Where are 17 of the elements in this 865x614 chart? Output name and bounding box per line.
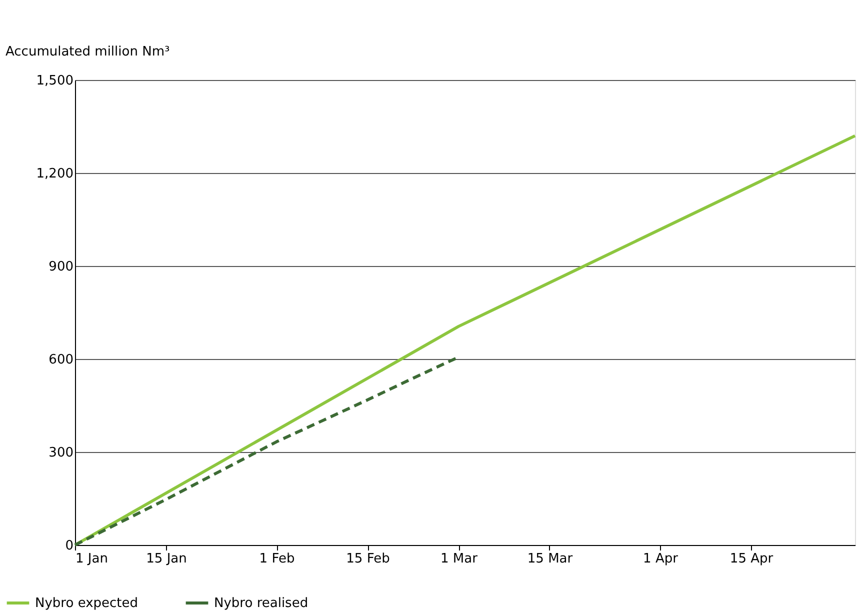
x-tick-label: 15 Jan [146, 552, 187, 566]
x-tick-label: 1 Feb [259, 552, 295, 566]
x-tick-label: 1 Mar [440, 552, 478, 566]
y-tick-label: 300 [48, 446, 74, 460]
y-tick-label: 600 [48, 352, 74, 368]
x-tick-label: 15 Feb [346, 552, 390, 566]
x-tick-label: 15 Mar [527, 552, 574, 566]
y-tick-label: 900 [48, 260, 74, 274]
x-tick-label: 1 Apr [643, 552, 679, 566]
legend-label: Nybro expected [35, 596, 138, 611]
y-axis-title: Accumulated million Nm³ [6, 44, 170, 60]
legend-label: Nybro realised [214, 596, 308, 611]
x-tick-label: 15 Apr [730, 552, 774, 566]
y-tick-label: 0 [65, 538, 74, 554]
y-tick-label: 1,500 [36, 74, 74, 88]
x-tick-label: 1 Jan [76, 552, 108, 566]
y-tick-label: 1,200 [36, 166, 74, 182]
